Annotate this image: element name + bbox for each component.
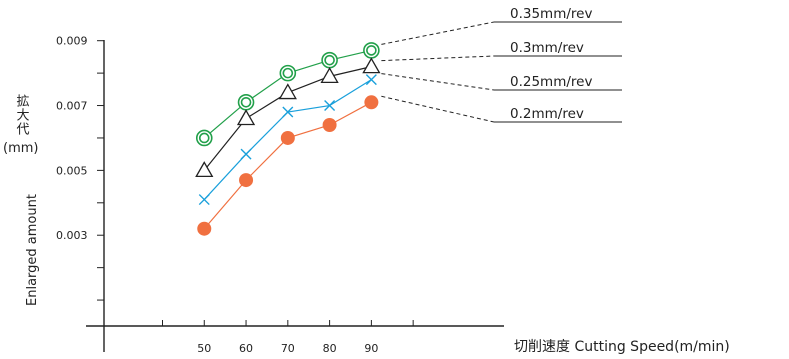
series-label-text: 0.2mm/rev — [510, 106, 584, 122]
data-point — [197, 221, 212, 236]
data-point — [320, 67, 339, 84]
data-point — [195, 129, 213, 147]
y-tick-label: 0.009 — [56, 35, 88, 48]
data-point-inner — [366, 45, 377, 56]
axes: 0.009 0.007 0.005 0.003 50 60 70 80 90 — [56, 35, 504, 355]
data-point-inner — [240, 96, 252, 108]
y-axis-label-unit: (mm) — [3, 141, 38, 156]
data-point-inner — [324, 54, 335, 66]
series-label-0.3mm/rev: 0.3mm/rev — [381, 40, 622, 62]
y-tick-label: 0.003 — [56, 229, 88, 242]
series-0.35mm/rev — [195, 42, 380, 147]
data-point — [362, 57, 381, 74]
data-point — [236, 109, 256, 126]
series-layer — [195, 42, 381, 236]
series-0.25mm/rev — [198, 74, 377, 206]
series-label-text: 0.3mm/rev — [510, 40, 584, 56]
series-label-0.35mm/rev: 0.35mm/rev — [381, 6, 622, 45]
leader-line — [381, 55, 495, 62]
x-tick-label: 90 — [364, 342, 378, 355]
y-axis-label-jp: 拡大代 — [14, 94, 30, 136]
x-tick-label: 60 — [239, 342, 253, 355]
leader-line — [381, 21, 495, 45]
data-point — [198, 194, 210, 206]
x-tick-label: 70 — [281, 342, 295, 355]
data-point — [240, 148, 252, 160]
leader-line — [381, 95, 495, 123]
series-label-0.25mm/rev: 0.25mm/rev — [381, 73, 622, 91]
series-line — [203, 66, 372, 171]
series-label-text: 0.25mm/rev — [510, 74, 592, 90]
data-point — [279, 64, 297, 82]
y-axis-label-group: 拡大代 (mm) Enlarged amount — [3, 94, 40, 306]
y-axis-label-en: Enlarged amount — [25, 194, 40, 306]
data-point — [195, 161, 214, 178]
y-tick-label: 0.005 — [56, 164, 88, 177]
data-point — [282, 106, 294, 118]
data-point — [365, 74, 377, 86]
x-tick-label: 50 — [197, 342, 211, 355]
series-label-text: 0.35mm/rev — [510, 6, 592, 22]
series-0.3mm/rev — [195, 57, 381, 178]
series-0.2mm/rev — [197, 95, 379, 236]
data-point — [239, 173, 254, 188]
x-axis-label: 切削速度 Cutting Speed(m/min) — [514, 339, 730, 355]
data-point-inner — [282, 67, 294, 79]
data-point — [364, 95, 379, 110]
y-tick-label: 0.007 — [56, 100, 88, 113]
data-point — [278, 83, 297, 100]
data-point — [322, 117, 337, 132]
data-point — [324, 100, 336, 112]
legend-layer: 0.35mm/rev 0.3mm/rev 0.25mm/rev 0.2mm/rev — [381, 6, 622, 123]
leader-line — [381, 73, 495, 91]
x-tick-label: 80 — [323, 342, 337, 355]
series-line — [203, 101, 372, 230]
series-label-0.2mm/rev: 0.2mm/rev — [381, 95, 622, 123]
data-point-inner — [198, 132, 210, 144]
data-point — [280, 130, 295, 145]
